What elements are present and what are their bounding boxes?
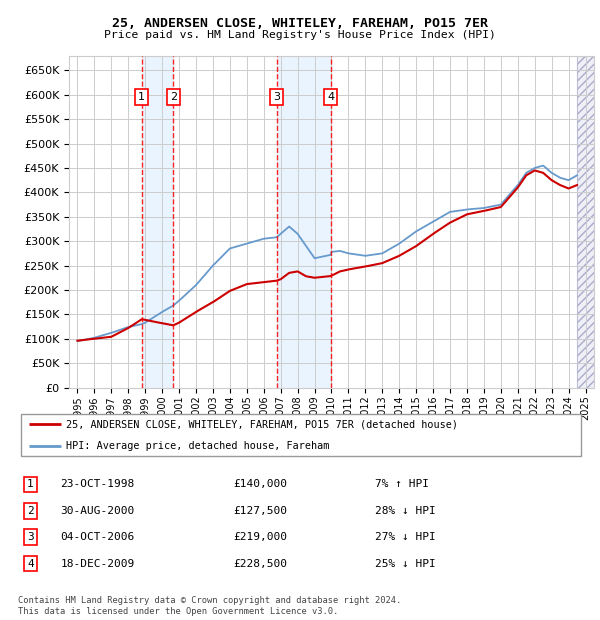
Text: 25% ↓ HPI: 25% ↓ HPI [375, 559, 436, 569]
Text: 4: 4 [27, 559, 34, 569]
Text: 2: 2 [27, 506, 34, 516]
Text: 04-OCT-2006: 04-OCT-2006 [61, 532, 135, 542]
Bar [577, 56, 594, 388]
Bar [277, 56, 331, 388]
Bar [142, 56, 173, 388]
Text: 2: 2 [170, 92, 177, 102]
Text: 3: 3 [27, 532, 34, 542]
Text: 4: 4 [327, 92, 334, 102]
Text: 18-DEC-2009: 18-DEC-2009 [61, 559, 135, 569]
Text: 28% ↓ HPI: 28% ↓ HPI [375, 506, 436, 516]
Text: Price paid vs. HM Land Registry's House Price Index (HPI): Price paid vs. HM Land Registry's House … [104, 30, 496, 40]
Text: 30-AUG-2000: 30-AUG-2000 [61, 506, 135, 516]
Text: 3: 3 [273, 92, 280, 102]
FancyBboxPatch shape [21, 414, 581, 456]
Text: 23-OCT-1998: 23-OCT-1998 [61, 479, 135, 490]
Text: £127,500: £127,500 [233, 506, 287, 516]
Text: 25, ANDERSEN CLOSE, WHITELEY, FAREHAM, PO15 7ER (detached house): 25, ANDERSEN CLOSE, WHITELEY, FAREHAM, P… [66, 419, 458, 430]
Text: Contains HM Land Registry data © Crown copyright and database right 2024.
This d: Contains HM Land Registry data © Crown c… [18, 596, 401, 616]
Text: £219,000: £219,000 [233, 532, 287, 542]
Text: 27% ↓ HPI: 27% ↓ HPI [375, 532, 436, 542]
Text: 7% ↑ HPI: 7% ↑ HPI [375, 479, 429, 490]
Text: 1: 1 [139, 92, 145, 102]
Text: 1: 1 [27, 479, 34, 490]
Text: 25, ANDERSEN CLOSE, WHITELEY, FAREHAM, PO15 7ER: 25, ANDERSEN CLOSE, WHITELEY, FAREHAM, P… [112, 17, 488, 30]
Text: £140,000: £140,000 [233, 479, 287, 490]
Bar [577, 56, 594, 388]
Text: £228,500: £228,500 [233, 559, 287, 569]
Text: HPI: Average price, detached house, Fareham: HPI: Average price, detached house, Fare… [66, 441, 329, 451]
